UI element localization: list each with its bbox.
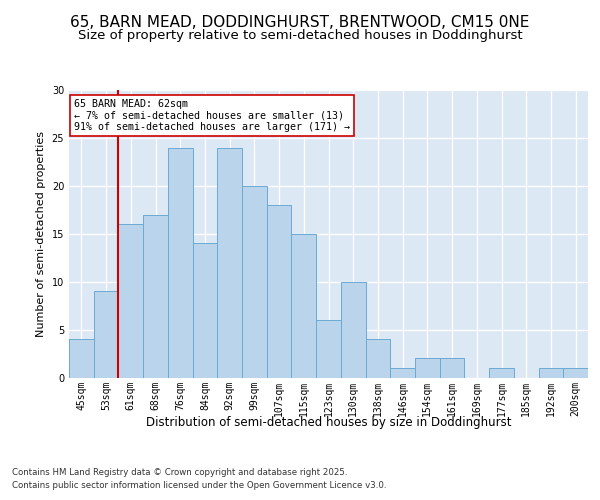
Bar xyxy=(193,244,217,378)
Bar xyxy=(217,148,242,378)
Bar xyxy=(563,368,588,378)
Bar xyxy=(489,368,514,378)
Bar xyxy=(242,186,267,378)
Bar xyxy=(390,368,415,378)
Text: Distribution of semi-detached houses by size in Doddinghurst: Distribution of semi-detached houses by … xyxy=(146,416,512,429)
Text: 65, BARN MEAD, DODDINGHURST, BRENTWOOD, CM15 0NE: 65, BARN MEAD, DODDINGHURST, BRENTWOOD, … xyxy=(70,15,530,30)
Bar xyxy=(267,205,292,378)
Bar xyxy=(143,214,168,378)
Bar xyxy=(168,148,193,378)
Text: Size of property relative to semi-detached houses in Doddinghurst: Size of property relative to semi-detach… xyxy=(77,30,523,43)
Text: 65 BARN MEAD: 62sqm
← 7% of semi-detached houses are smaller (13)
91% of semi-de: 65 BARN MEAD: 62sqm ← 7% of semi-detache… xyxy=(74,98,350,132)
Y-axis label: Number of semi-detached properties: Number of semi-detached properties xyxy=(36,130,46,337)
Text: Contains public sector information licensed under the Open Government Licence v3: Contains public sector information licen… xyxy=(12,482,386,490)
Bar xyxy=(539,368,563,378)
Bar xyxy=(69,339,94,378)
Text: Contains HM Land Registry data © Crown copyright and database right 2025.: Contains HM Land Registry data © Crown c… xyxy=(12,468,347,477)
Bar xyxy=(292,234,316,378)
Bar xyxy=(365,339,390,378)
Bar xyxy=(415,358,440,378)
Bar xyxy=(94,291,118,378)
Bar xyxy=(118,224,143,378)
Bar xyxy=(316,320,341,378)
Bar xyxy=(440,358,464,378)
Bar xyxy=(341,282,365,378)
